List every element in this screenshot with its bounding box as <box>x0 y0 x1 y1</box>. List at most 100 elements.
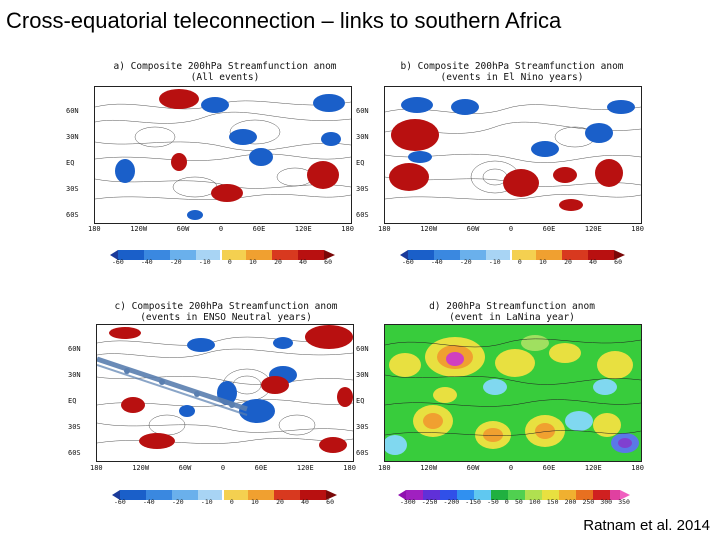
panel-d-map <box>384 324 642 462</box>
panel-b-colorbar-label: -10 <box>488 258 501 266</box>
panel-c-title-line2: (events in ENSO Neutral years) <box>140 312 312 323</box>
panel-b-colorbar-label: -60 <box>402 258 414 266</box>
panel-c-colorbar-label: -10 <box>200 498 213 506</box>
panel-c-colorbar-label: 20 <box>276 498 284 506</box>
panel-d-title-line1: d) 200hPa Streamfunction anom <box>429 301 595 312</box>
panel-a-lon-0: 0 <box>218 225 224 233</box>
panel-c-lon-120e: 120E <box>296 464 314 472</box>
panel-c-colorbar-label: 60 <box>326 498 334 506</box>
citation: Ratnam et al. 2014 <box>583 517 710 534</box>
panel-a-lat-axis: 60N 30N EQ 30S 60S <box>66 98 79 228</box>
panel-a-title-line1: a) Composite 200hPa Streamfunction anom <box>113 61 337 72</box>
panel-c-lat-60s: 60S <box>68 449 81 457</box>
panel-c-teleconnection-arrow <box>97 356 248 416</box>
slide-title: Cross-equatorial teleconnection – links … <box>6 8 562 33</box>
panel-b-lon-180e: 180 <box>631 225 644 233</box>
panel-a-colorbar-label: -10 <box>198 258 211 266</box>
panel-b-colorbar-label: 40 <box>589 258 597 266</box>
panel-a-title: a) Composite 200hPa Streamfunction anom … <box>100 61 350 83</box>
panel-a-map <box>94 86 352 224</box>
panel-c-lat-60n: 60N <box>68 345 81 353</box>
panel-d-colorbar-labels: -300 -250 -200 -150 -50 0 50 100 150 200… <box>400 498 630 506</box>
panel-c-lon-180e: 180 <box>343 464 356 472</box>
panel-d-lat-60n: 60N <box>356 345 369 353</box>
panel-c-lon-120w: 120W <box>132 464 150 472</box>
panel-b-lat-30n: 30N <box>356 133 369 141</box>
panel-b-lat-30s: 30S <box>356 185 369 193</box>
panel-b-svg <box>385 97 641 211</box>
panel-a-lon-axis: 180 120W 60W 0 60E 120E 180 <box>88 225 354 233</box>
panel-a-lat-60n: 60N <box>66 107 79 115</box>
panel-d-lon-180e: 180 <box>631 464 644 472</box>
panel-b-lat-60s: 60S <box>356 211 369 219</box>
panel-d-title: d) 200hPa Streamfunction anom (event in … <box>382 301 642 323</box>
panel-c-colorbar-labels: -60 -40 -20 -10 0 10 20 40 60 <box>114 498 334 506</box>
panel-d-lat-60s: 60S <box>356 449 369 457</box>
panel-a-lon-60e: 60E <box>252 225 266 233</box>
panel-a-title-line2: (All events) <box>190 72 260 83</box>
panel-d-lon-180w: 180 <box>378 464 391 472</box>
panel-a-lat-eq: EQ <box>66 159 75 167</box>
panel-a-colorbar <box>110 247 335 265</box>
panel-a-colorbar-label: 40 <box>299 258 307 266</box>
panel-a-lon-180e: 180 <box>341 225 354 233</box>
panel-b-colorbar-label: 60 <box>614 258 622 266</box>
panel-a-lat-30s: 30S <box>66 185 79 193</box>
panel-d-lat-30n: 30N <box>356 371 369 379</box>
panel-d-colorbar-label: -150 <box>465 498 481 506</box>
panel-c-colorbar <box>112 487 337 505</box>
panel-a-colorbar-label: -60 <box>112 258 124 266</box>
panel-c-lon-60e: 60E <box>254 464 268 472</box>
panel-a-lon-120w: 120W <box>130 225 148 233</box>
panel-d-colorbar-label: 0 <box>504 498 509 506</box>
panel-a-colorbar-label: 20 <box>274 258 282 266</box>
panel-b-colorbar <box>400 247 625 265</box>
panel-b-lon-120w: 120W <box>420 225 438 233</box>
panel-d-colorbar-label: -300 <box>400 498 416 506</box>
panel-b-lat-60n: 60N <box>356 107 369 115</box>
panel-d-colorbar-label: -250 <box>421 498 438 506</box>
panel-c-map <box>96 324 354 462</box>
panel-c-colorbar-label: -20 <box>171 498 184 506</box>
panel-a-colorbar-label: -20 <box>169 258 182 266</box>
panel-d-fields <box>385 335 639 455</box>
panel-b-colorbar-labels: -60 -40 -20 -10 0 10 20 40 60 <box>402 258 622 266</box>
panel-d-colorbar-label: 250 <box>582 498 595 506</box>
panel-d-lon-0: 0 <box>508 464 514 472</box>
panel-d-colorbar-label: -200 <box>443 498 460 506</box>
panel-c-title: c) Composite 200hPa Streamfunction anom … <box>96 301 356 323</box>
panel-a-lat-30n: 30N <box>66 133 79 141</box>
panel-d-colorbar-label: 350 <box>618 498 630 506</box>
panel-a-lat-60s: 60S <box>66 211 79 219</box>
panel-c-lat-30s: 30S <box>68 423 81 431</box>
panel-a-colorbar-label: -40 <box>140 258 153 266</box>
panel-c-lon-0: 0 <box>220 464 226 472</box>
panel-b-lon-60w: 60W <box>466 225 480 233</box>
panel-d-lon-120w: 120W <box>420 464 438 472</box>
panel-d-colorbar <box>398 487 630 505</box>
panel-d-colorbar-label: 300 <box>600 498 613 506</box>
panel-b-lat-eq: EQ <box>356 159 365 167</box>
panel-c-colorbar-label: 0 <box>229 498 234 506</box>
panel-b-title: b) Composite 200hPa Streamfunction anom … <box>382 61 642 83</box>
panel-c-lat-eq: EQ <box>68 397 77 405</box>
panel-a-colorbar-label: 60 <box>324 258 332 266</box>
panel-c-colorbar-label: 10 <box>251 498 259 506</box>
panel-c-svg <box>97 325 353 453</box>
panel-b-colorbar-label: 20 <box>564 258 572 266</box>
panel-b-colorbar-label: -40 <box>430 258 443 266</box>
panel-b-colorbar-label: 0 <box>517 258 522 266</box>
panel-c-title-line1: c) Composite 200hPa Streamfunction anom <box>114 301 338 312</box>
panel-b-lon-axis: 180 120W 60W 0 60E 120E 180 <box>378 225 644 233</box>
panel-b-title-line2: (events in El Nino years) <box>440 72 584 83</box>
panel-d-colorbar-label: 150 <box>546 498 559 506</box>
panel-b-anomalies <box>389 97 635 211</box>
panel-d-lon-axis: 180 120W 60W 0 60E 120E 180 <box>378 464 644 472</box>
panel-c-anomalies <box>109 325 353 453</box>
panel-d-title-line2: (event in LaNina year) <box>449 312 575 323</box>
panel-c-colorbar-label: 40 <box>301 498 309 506</box>
panel-b-lon-60e: 60E <box>542 225 556 233</box>
panel-c-lat-30n: 30N <box>68 371 81 379</box>
panel-d-lat-30s: 30S <box>356 423 369 431</box>
